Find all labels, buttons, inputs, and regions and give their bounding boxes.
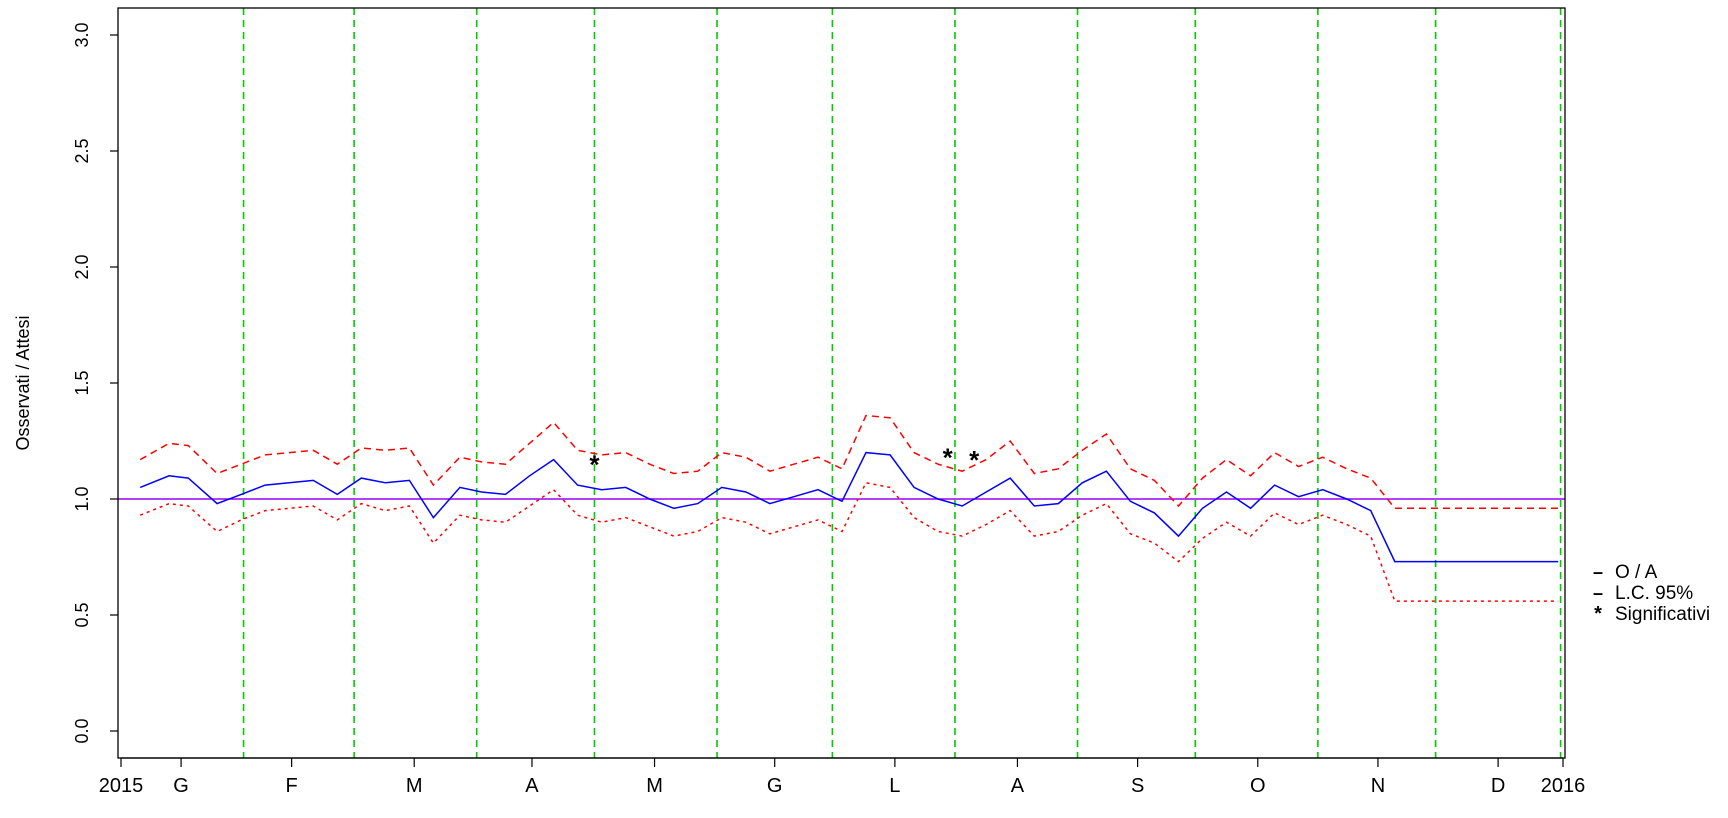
plot-frame [117,7,1566,759]
y-axis-label: Osservati / Attesi [13,315,33,450]
legend-label: Significativi [1615,604,1710,625]
y-tick-label: 1.5 [72,370,92,395]
x-tick-label: M [406,775,423,797]
y-tick-label: 0.5 [72,602,92,627]
legend-label: L.C. 95% [1615,583,1693,604]
x-tick-label: A [1011,775,1025,797]
significant-point: * [943,443,954,473]
x-tick-label: F [286,775,298,797]
x-tick-label: O [1250,775,1266,797]
x-tick-label: G [767,775,783,797]
significant-points-group: * * * [589,443,980,480]
y-tick-label: 3.0 [72,22,92,47]
legend-symbol: * [1594,603,1602,625]
legend-symbol: – [1593,562,1603,582]
x-tick-label: N [1371,775,1385,797]
x-tick-label: D [1491,775,1505,797]
series-line-0 [139,451,1559,563]
x-tick-label: 2015 [99,775,144,797]
x-tick-label: A [525,775,539,797]
y-tick-label: 2.0 [72,254,92,279]
series-line-1 [139,414,1559,510]
y-tick-label: 0.0 [72,718,92,743]
month-boundary-lines [242,8,1562,758]
x-tick-label: L [889,775,900,797]
legend-symbol: – [1593,583,1603,603]
significant-point: * [589,450,600,480]
series-line-2 [139,481,1559,602]
x-tick-label: S [1131,775,1144,797]
legend: – O / A– L.C. 95% * Significativi [1593,562,1710,625]
y-axis: 0.0 0.5 1.0 1.5 2.0 2.5 3.0 [72,22,118,744]
legend-label: O / A [1615,562,1658,583]
x-tick-label: M [646,775,663,797]
y-tick-label: 2.5 [72,138,92,163]
significant-point: * [969,445,980,475]
x-tick-label: G [173,775,189,797]
series-group [139,414,1559,602]
y-tick-label: 1.0 [72,486,92,511]
x-axis: 2015 G F M A M G L A S O N D 2016 [99,757,1586,797]
x-tick-label: 2016 [1541,775,1586,797]
